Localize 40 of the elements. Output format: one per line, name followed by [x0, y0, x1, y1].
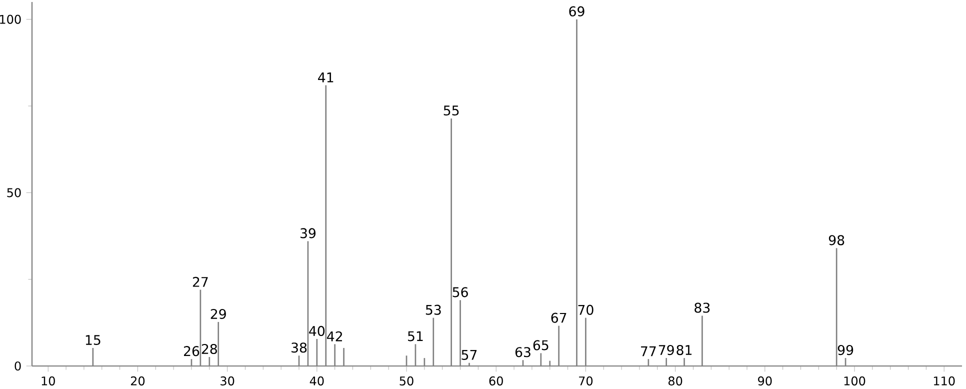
- annotation: 81: [676, 344, 692, 356]
- annotation: 57: [462, 350, 477, 360]
- x-tick-label: 50: [400, 376, 414, 386]
- annotation: 55: [444, 106, 459, 116]
- annotation: 51: [408, 331, 423, 342]
- x-tick-label: 100: [844, 376, 866, 386]
- annotation: 63: [515, 347, 530, 358]
- annotation: 56: [452, 287, 468, 298]
- annotation: 69: [569, 6, 584, 16]
- annotation: 98: [828, 235, 844, 246]
- annotation: 29: [210, 308, 226, 320]
- annotation: 83: [694, 302, 710, 313]
- annotation: 41: [318, 72, 334, 82]
- annotation: 28: [202, 344, 217, 354]
- annotation: 99: [838, 344, 854, 356]
- annotation: 27: [192, 276, 208, 287]
- y-tick-label: 0: [14, 361, 21, 371]
- annotation: 40: [309, 326, 325, 336]
- x-tick-label: 20: [130, 376, 145, 386]
- annotation: 53: [426, 304, 441, 315]
- annotation: 38: [292, 342, 307, 353]
- annotation: 67: [551, 312, 566, 323]
- y-tick-label: 100: [0, 14, 21, 24]
- x-tick-label: 10: [42, 376, 55, 386]
- x-tick-label: 110: [934, 376, 955, 386]
- x-tick-label: 60: [489, 376, 503, 386]
- x-tick-label: 80: [668, 376, 682, 386]
- annotation: 26: [184, 346, 200, 356]
- x-tick-label: 40: [310, 376, 324, 386]
- x-tick-label: 90: [758, 376, 772, 386]
- x-tick-label: 70: [579, 376, 593, 386]
- annotation: 65: [533, 340, 548, 350]
- annotation: 15: [86, 335, 100, 346]
- annotation: 77: [641, 346, 656, 356]
- annotation: 70: [578, 304, 594, 315]
- annotation: 39: [300, 228, 316, 238]
- y-tick-label: 50: [7, 188, 21, 198]
- annotation: 79: [658, 344, 674, 356]
- x-tick-label: 30: [220, 376, 234, 386]
- annotation: 42: [327, 331, 342, 342]
